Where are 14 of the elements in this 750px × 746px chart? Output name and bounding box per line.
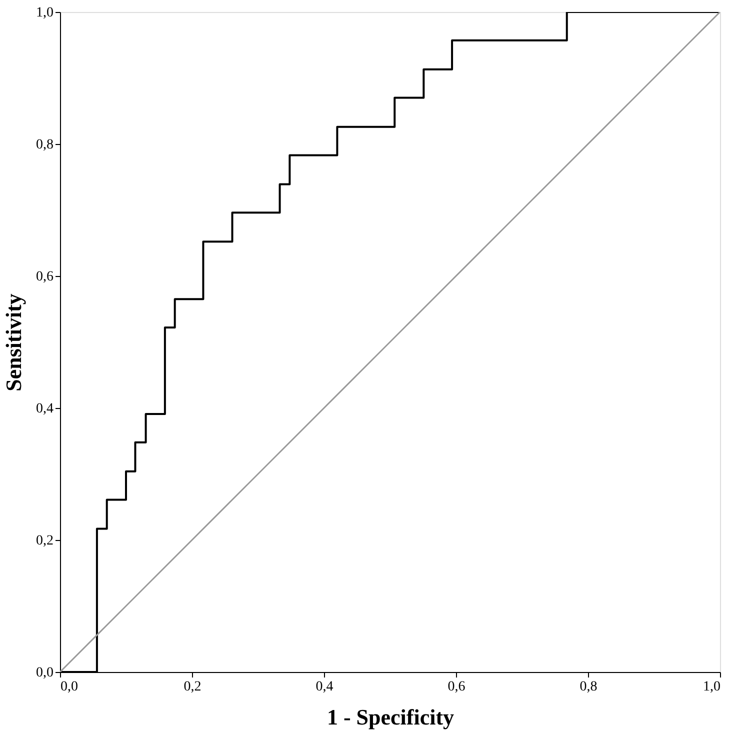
y-tick-label: 0,8: [36, 138, 54, 152]
y-tick-label: 1,0: [36, 6, 54, 20]
y-tick-label: 0,2: [36, 534, 54, 548]
x-axis-title: 1 - Specificity: [326, 704, 454, 730]
y-tick-label: 0,4: [36, 402, 54, 416]
y-axis-title: Sensitivity: [1, 294, 26, 392]
x-tick-label: 0,6: [448, 680, 466, 694]
y-tick-label: 0,0: [36, 666, 54, 680]
x-tick-label: 0,2: [184, 680, 202, 694]
y-tick-label: 0,6: [36, 270, 54, 284]
x-tick-label: 0,0: [60, 680, 78, 694]
x-tick-label: 0,8: [580, 680, 598, 694]
x-tick-label: 0,4: [316, 680, 334, 694]
x-tick-label: 1,0: [703, 680, 720, 694]
